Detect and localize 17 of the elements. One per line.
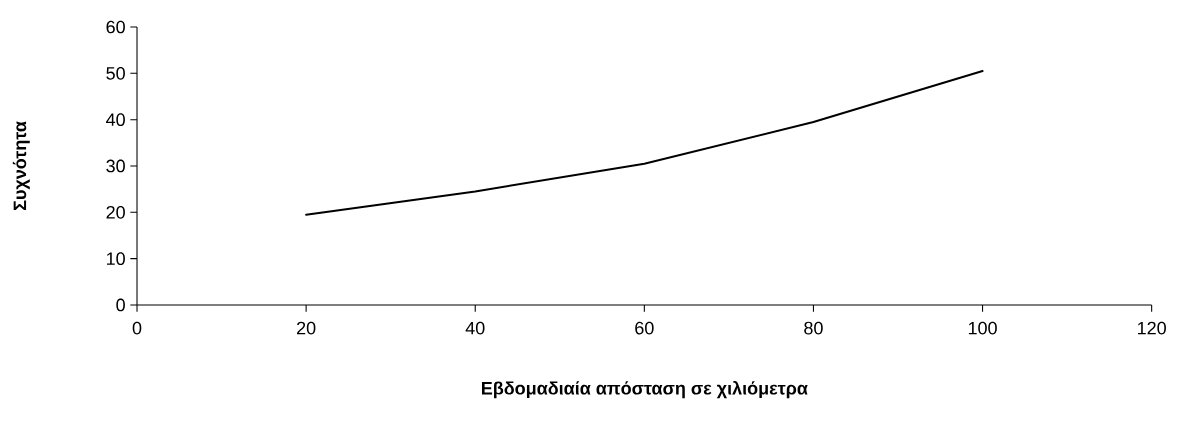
y-tick-label: 40	[106, 113, 125, 127]
y-tick-label: 60	[106, 20, 125, 34]
x-tick-label: 60	[635, 321, 654, 335]
x-axis-title: Εβδομαδιαία απόσταση σε χιλιόμετρα	[481, 380, 808, 399]
y-tick-label: 10	[106, 252, 125, 266]
y-tick-label: 30	[106, 159, 125, 173]
x-tick-label: 120	[1138, 321, 1166, 335]
x-tick-label: 20	[297, 321, 316, 335]
y-tick-label: 50	[106, 66, 125, 80]
x-tick-label: 80	[804, 321, 823, 335]
y-axis-title: Συχνότητα	[12, 121, 30, 211]
x-tick-label: 0	[132, 321, 142, 335]
x-tick-label: 100	[968, 321, 997, 335]
y-tick-label: 0	[116, 298, 125, 312]
y-tick-label: 20	[106, 205, 125, 219]
x-tick-label: 40	[465, 321, 485, 335]
line-series	[305, 70, 984, 216]
